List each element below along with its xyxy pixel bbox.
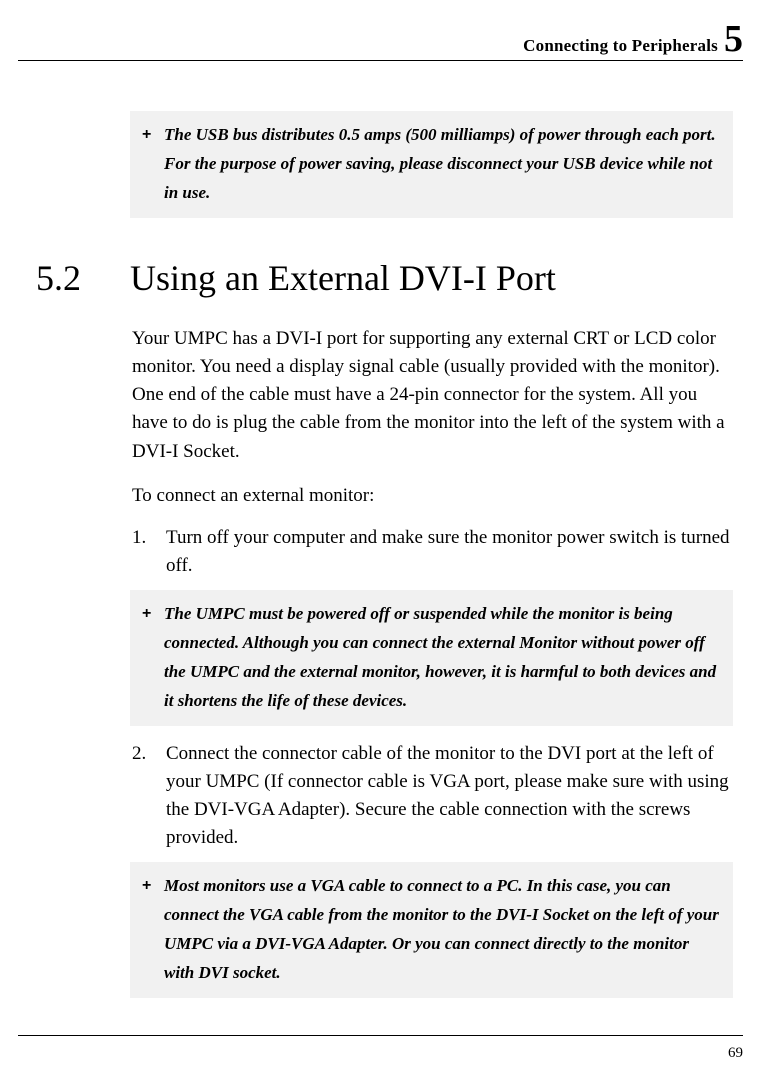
note-text: Most monitors use a VGA cable to connect… <box>164 872 721 988</box>
note-row: + Most monitors use a VGA cable to conne… <box>142 872 721 988</box>
note-usb-power: + The USB bus distributes 0.5 amps (500 … <box>130 111 733 218</box>
plus-icon: + <box>142 872 164 899</box>
note-row: + The UMPC must be powered off or suspen… <box>142 600 721 716</box>
list-number: 1. <box>132 524 166 580</box>
note-vga-adapter: + Most monitors use a VGA cable to conne… <box>130 862 733 998</box>
header-title: Connecting to Peripherals <box>523 36 718 56</box>
plus-icon: + <box>142 121 164 148</box>
header: Connecting to Peripherals 5 <box>18 20 743 61</box>
note-text: The UMPC must be powered off or suspende… <box>164 600 721 716</box>
list-item: 2. Connect the connector cable of the mo… <box>132 740 731 852</box>
header-chapter-number: 5 <box>724 20 743 58</box>
paragraph: Your UMPC has a DVI-I port for supportin… <box>132 325 731 466</box>
plus-icon: + <box>142 600 164 627</box>
section-heading: 5.2 Using an External DVI-I Port <box>18 258 743 299</box>
content: + The USB bus distributes 0.5 amps (500 … <box>18 61 743 998</box>
note-text: The USB bus distributes 0.5 amps (500 mi… <box>164 121 721 208</box>
paragraph: To connect an external monitor: <box>132 482 731 510</box>
list-item: 1. Turn off your computer and make sure … <box>132 524 731 580</box>
list-text: Turn off your computer and make sure the… <box>166 524 731 580</box>
page: Connecting to Peripherals 5 + The USB bu… <box>0 0 761 1078</box>
section-title: Using an External DVI-I Port <box>130 258 556 299</box>
note-row: + The USB bus distributes 0.5 amps (500 … <box>142 121 721 208</box>
note-power-off: + The UMPC must be powered off or suspen… <box>130 590 733 726</box>
list-number: 2. <box>132 740 166 852</box>
section-number: 5.2 <box>36 258 130 299</box>
footer-rule <box>18 1035 743 1036</box>
page-number: 69 <box>728 1045 743 1062</box>
list-text: Connect the connector cable of the monit… <box>166 740 731 852</box>
